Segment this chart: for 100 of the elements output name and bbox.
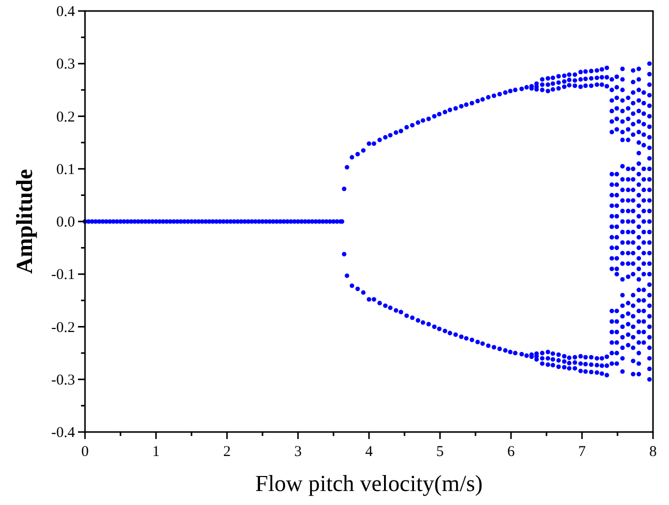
point xyxy=(647,61,652,66)
point xyxy=(614,182,620,187)
point xyxy=(647,346,652,350)
y-tick-label: -0.2 xyxy=(51,320,75,336)
point xyxy=(620,261,625,266)
point xyxy=(614,203,620,208)
point xyxy=(647,72,652,76)
y-tick-label: -0.3 xyxy=(51,372,75,388)
point xyxy=(610,182,614,187)
point xyxy=(610,256,614,261)
point xyxy=(620,77,625,82)
point xyxy=(647,377,652,382)
point xyxy=(636,161,642,166)
point xyxy=(620,369,625,374)
point xyxy=(636,277,642,282)
x-tick-label: 0 xyxy=(81,444,89,460)
x-axis-title: Flow pitch velocity(m/s) xyxy=(255,471,483,496)
point xyxy=(620,198,625,203)
point xyxy=(626,332,630,337)
point xyxy=(614,116,620,122)
point xyxy=(636,246,642,250)
x-tick-label: 6 xyxy=(507,444,516,460)
point xyxy=(614,235,620,240)
point xyxy=(610,172,614,176)
point xyxy=(636,266,642,272)
point xyxy=(610,224,614,230)
point xyxy=(636,330,642,334)
point xyxy=(642,272,646,276)
point xyxy=(614,330,620,334)
point xyxy=(642,250,646,256)
point xyxy=(620,138,625,142)
point xyxy=(610,214,614,218)
point xyxy=(636,298,642,303)
point xyxy=(642,308,646,314)
point xyxy=(647,366,652,372)
point xyxy=(626,138,630,142)
point xyxy=(620,277,625,282)
x-tick-label: 7 xyxy=(578,444,586,460)
x-tick-label: 4 xyxy=(365,444,374,460)
point xyxy=(610,203,614,208)
point xyxy=(614,256,620,261)
point xyxy=(647,272,652,276)
point xyxy=(626,116,630,122)
point xyxy=(620,208,625,214)
point xyxy=(630,198,636,203)
point xyxy=(636,119,642,124)
point xyxy=(620,66,625,72)
point xyxy=(642,261,646,266)
point xyxy=(642,330,646,334)
point xyxy=(630,261,636,266)
point xyxy=(610,308,614,314)
point xyxy=(636,88,642,92)
point xyxy=(642,240,646,245)
point xyxy=(636,66,642,72)
point xyxy=(614,266,620,272)
point xyxy=(642,90,646,95)
point xyxy=(610,361,614,366)
point xyxy=(630,111,636,116)
point xyxy=(630,219,636,224)
point xyxy=(614,361,620,366)
point xyxy=(647,166,652,172)
point xyxy=(614,246,620,250)
point xyxy=(620,98,625,103)
point xyxy=(647,208,652,214)
point xyxy=(620,108,625,114)
point xyxy=(636,203,642,208)
point xyxy=(630,100,636,106)
point xyxy=(636,224,642,230)
point xyxy=(610,319,614,324)
point xyxy=(620,324,625,330)
point xyxy=(647,314,652,318)
point xyxy=(620,188,625,192)
y-tick-label: 0.4 xyxy=(56,4,76,20)
point xyxy=(636,150,642,156)
point xyxy=(610,330,614,334)
point xyxy=(642,298,646,303)
point xyxy=(630,346,636,350)
point xyxy=(642,166,646,172)
point xyxy=(614,192,620,198)
point xyxy=(636,319,642,324)
point xyxy=(642,100,646,106)
point xyxy=(620,292,625,298)
y-tick-label: 0.3 xyxy=(56,56,75,73)
point xyxy=(610,266,614,272)
point xyxy=(630,272,636,276)
point xyxy=(636,214,642,218)
point xyxy=(626,106,630,111)
point xyxy=(642,177,646,182)
point xyxy=(620,119,625,124)
point xyxy=(647,92,652,98)
x-tick-label: 2 xyxy=(223,444,231,460)
point xyxy=(614,96,620,100)
x-tick-label: 5 xyxy=(436,444,444,460)
point xyxy=(620,250,625,256)
point xyxy=(610,98,614,103)
point xyxy=(614,127,620,132)
point xyxy=(647,188,652,192)
point xyxy=(626,322,630,326)
point xyxy=(626,342,630,348)
point xyxy=(647,230,652,234)
